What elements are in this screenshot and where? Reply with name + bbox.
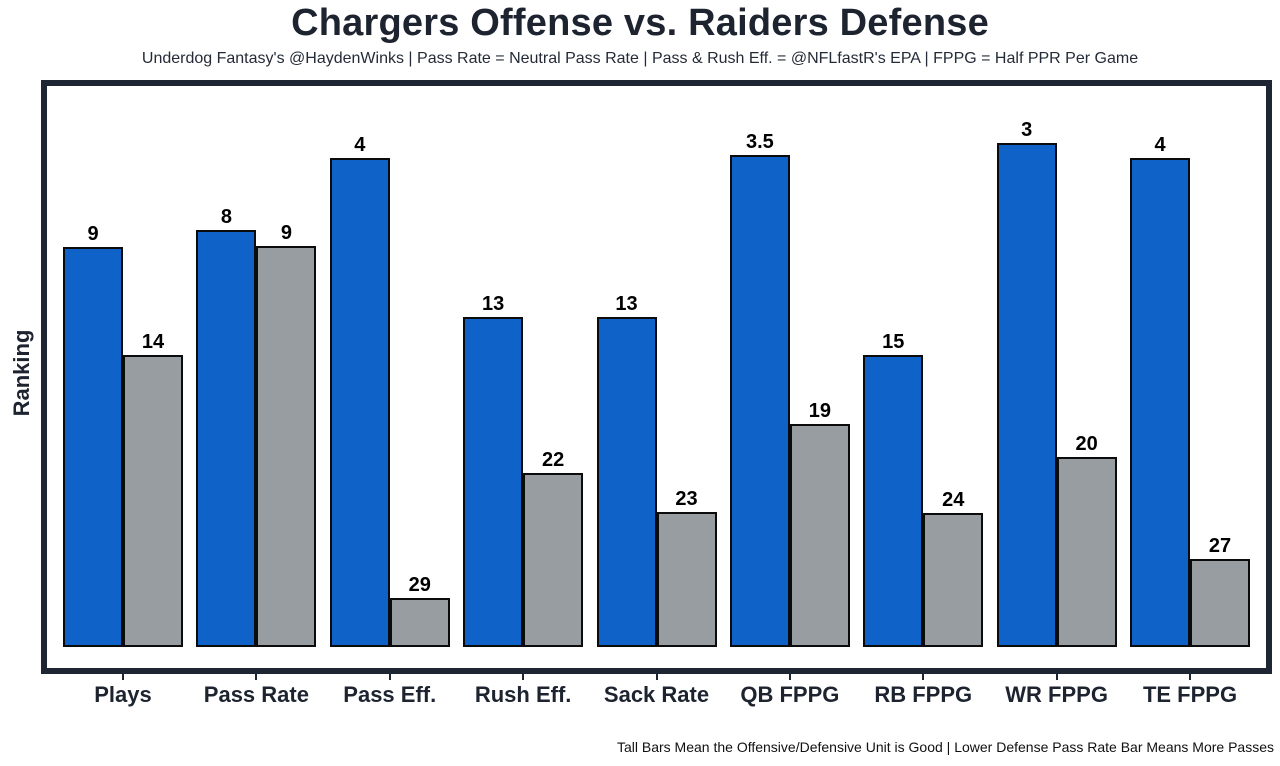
offense-bar	[729, 155, 790, 647]
bar-value-label: 4	[354, 134, 366, 156]
offense-bar	[863, 355, 924, 647]
offense-bar	[63, 247, 123, 647]
bar-group: 4 29	[329, 134, 450, 647]
bar-value-label: 13	[482, 293, 505, 315]
defense-bar-column: 22	[523, 449, 584, 647]
bar-group: 3 20	[996, 119, 1117, 647]
defense-bar-column: 9	[256, 222, 317, 647]
offense-bar	[996, 143, 1057, 647]
x-axis: Plays Pass Rate Pass Eff. Rush Eff. Sack Rat…	[47, 674, 1266, 708]
x-axis-cell: WR FPPG	[997, 674, 1117, 708]
offense-bar-column: 13	[596, 293, 657, 647]
bar-value-label: 15	[882, 331, 905, 353]
bar-group: 4 27	[1130, 135, 1250, 647]
x-axis-cell: RB FPPG	[863, 674, 983, 708]
bar-value-label: 20	[1075, 433, 1098, 455]
x-axis-label: RB FPPG	[874, 682, 973, 707]
defense-bar-column: 27	[1190, 536, 1250, 647]
defense-bar-column: 29	[389, 574, 450, 647]
x-axis-label: TE FPPG	[1142, 682, 1238, 707]
chart-footnote: Tall Bars Mean the Offensive/Defensive U…	[616, 739, 1274, 755]
offense-bar-column: 4	[329, 134, 390, 647]
x-axis-label: QB FPPG	[740, 682, 840, 707]
x-axis-label: Rush Eff.	[474, 682, 572, 707]
defense-bar	[523, 473, 584, 647]
bar-value-label: 9	[280, 222, 292, 244]
x-axis-label: Pass Rate	[203, 682, 309, 707]
bar-group: 9 14	[63, 224, 183, 647]
plot-area: 9 14 8 9 4 29 13 22 13 23 3.5 19 15 24 3 20 4 27	[41, 80, 1272, 674]
defense-bar-column: 24	[923, 489, 984, 647]
bar-value-label: 3.5	[745, 131, 774, 153]
offense-bar-column: 4	[1130, 135, 1190, 647]
offense-bar	[1130, 158, 1190, 647]
x-axis-label: Pass Eff.	[343, 682, 437, 707]
x-axis-label: Plays	[94, 682, 152, 707]
chart-title: Chargers Offense vs. Raiders Defense	[291, 2, 989, 44]
x-axis-tick	[388, 674, 391, 680]
defense-bar	[256, 246, 317, 647]
offense-bar-column: 15	[863, 331, 924, 647]
defense-bar	[656, 512, 717, 647]
defense-bar	[123, 355, 183, 647]
defense-bar-column: 20	[1056, 433, 1117, 647]
offense-bar	[463, 317, 524, 647]
bar-value-label: 13	[615, 293, 638, 315]
defense-bar	[1190, 559, 1250, 647]
x-axis-tick	[255, 674, 258, 680]
x-axis-cell: Sack Rate	[597, 674, 717, 708]
bar-group: 3.5 19	[729, 131, 850, 647]
chart-subtitle: Underdog Fantasy's @HaydenWinks | Pass R…	[141, 50, 1139, 67]
bar-value-label: 19	[808, 400, 831, 422]
bar-value-label: 23	[675, 488, 698, 510]
defense-bar-column: 14	[123, 332, 183, 647]
defense-bar-column: 23	[656, 488, 717, 647]
x-axis-tick	[1055, 674, 1058, 680]
offense-bar-column: 8	[196, 206, 257, 647]
defense-bar	[923, 513, 984, 647]
offense-bar	[329, 158, 390, 647]
y-axis-label: Ranking	[9, 329, 34, 417]
x-axis-cell: Pass Rate	[196, 674, 316, 708]
offense-bar-column: 13	[463, 293, 524, 647]
x-axis-tick	[922, 674, 925, 680]
x-axis-tick	[122, 674, 124, 680]
defense-bar-column: 19	[789, 400, 850, 647]
bar-groups-container: 9 14 8 9 4 29 13 22 13 23 3.5 19 15 24 3 20 4 27	[47, 86, 1266, 668]
x-axis-cell: TE FPPG	[1130, 674, 1250, 708]
offense-bar-column: 3.5	[729, 131, 790, 647]
x-axis-cell: QB FPPG	[730, 674, 850, 708]
bar-value-label: 14	[141, 331, 165, 353]
bar-group: 13 23	[596, 293, 717, 647]
x-axis-tick	[788, 674, 791, 680]
offense-bar-column: 3	[996, 119, 1057, 647]
bar-value-label: 8	[220, 206, 232, 228]
bar-value-label: 29	[408, 574, 431, 596]
x-axis-label: Sack Rate	[603, 682, 710, 707]
bar-value-label: 22	[542, 449, 565, 471]
x-axis-cell: Rush Eff.	[463, 674, 583, 708]
bar-value-label: 4	[1154, 134, 1166, 156]
bar-group: 15 24	[863, 331, 984, 647]
defense-bar	[789, 424, 850, 647]
offense-bar-column: 9	[63, 224, 123, 647]
x-axis-tick	[655, 674, 658, 680]
bar-value-label: 3	[1021, 119, 1033, 141]
x-axis-label: WR FPPG	[1005, 682, 1108, 707]
bar-value-label: 9	[87, 223, 99, 245]
bar-group: 13 22	[463, 293, 584, 647]
offense-bar	[596, 317, 657, 647]
bar-value-label: 24	[942, 489, 965, 511]
defense-bar	[389, 598, 450, 647]
offense-bar	[196, 230, 257, 647]
bar-value-label: 27	[1208, 535, 1232, 557]
defense-bar	[1056, 457, 1117, 647]
x-axis-cell: Plays	[63, 674, 183, 708]
x-axis-tick	[1189, 674, 1191, 680]
x-axis-tick	[522, 674, 525, 680]
x-axis-cell: Pass Eff.	[330, 674, 450, 708]
